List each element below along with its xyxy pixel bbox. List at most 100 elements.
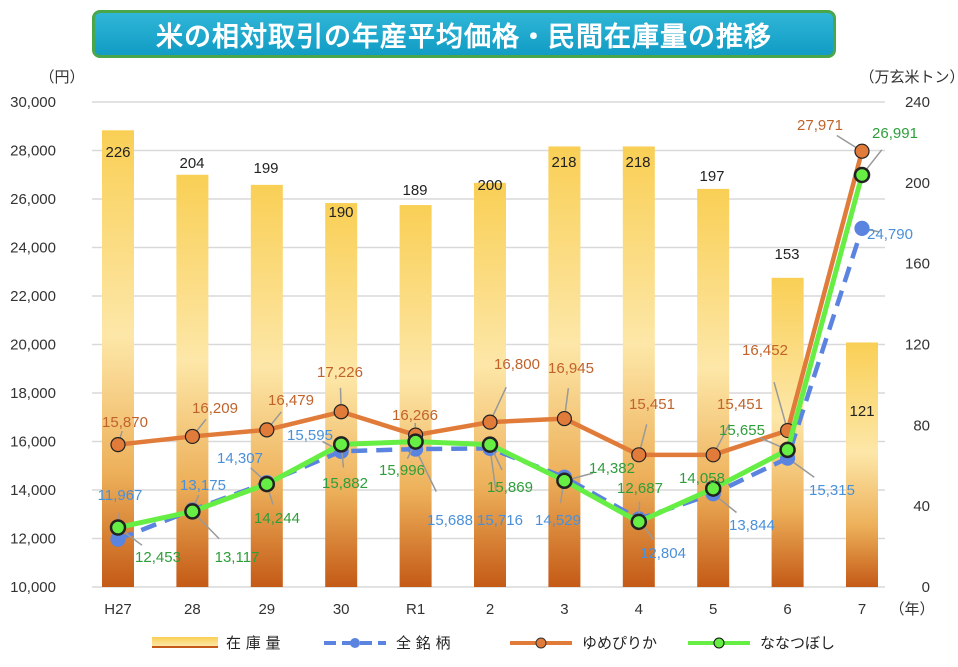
data-point	[779, 441, 796, 459]
y-right-tick: 40	[913, 498, 930, 515]
data-label: 12,804	[640, 545, 686, 562]
legend-item-nanatsuboshi: ななつぼし	[686, 632, 835, 653]
bar-label: 189	[402, 182, 427, 199]
data-point	[407, 433, 424, 450]
y-left-tick: 14,000	[10, 482, 56, 499]
data-label: 16,266	[392, 407, 438, 424]
y-left-tick: 22,000	[10, 288, 56, 305]
data-label: 16,452	[742, 342, 788, 359]
y-left-tick: 10,000	[10, 579, 56, 596]
data-point	[481, 436, 499, 453]
x-tick: 28	[184, 601, 201, 618]
bar-label: 204	[179, 155, 204, 172]
bar	[548, 146, 581, 588]
y-left-tick: 28,000	[10, 143, 56, 160]
y-left-tick: 24,000	[10, 240, 56, 257]
data-label: 15,882	[322, 475, 368, 492]
legend-label: 在 庫 量	[226, 634, 281, 652]
data-label: 13,844	[729, 517, 775, 534]
x-tick: 4	[635, 601, 643, 618]
data-label: 15,688	[427, 512, 473, 529]
bar-label: 190	[328, 204, 353, 221]
x-tick: 7	[858, 601, 866, 618]
legend-label: ななつぼし	[760, 634, 836, 652]
y-left-tick: 18,000	[10, 385, 56, 402]
y-right-tick: 200	[905, 175, 930, 192]
bar-label: 199	[253, 160, 278, 177]
x-tick: 30	[333, 601, 350, 618]
data-label: 15,996	[379, 462, 425, 479]
data-label: 16,945	[548, 360, 594, 377]
data-label: 13,175	[180, 477, 226, 494]
data-point	[110, 437, 126, 453]
bar	[399, 205, 432, 587]
bar	[697, 188, 730, 588]
data-label: 12,687	[617, 480, 663, 497]
bar-label: 218	[551, 154, 576, 171]
bar-label: 197	[699, 168, 724, 185]
legend-line-swatch	[324, 637, 386, 648]
bar	[846, 342, 878, 587]
data-point	[109, 519, 127, 536]
data-point	[631, 447, 647, 463]
data-point	[184, 503, 201, 520]
y-left-tick: 12,000	[10, 531, 56, 548]
legend-label: ゆめぴりか	[582, 634, 658, 652]
bar	[474, 182, 506, 588]
data-label: 17,226	[317, 364, 363, 381]
bar-label: 200	[477, 177, 502, 194]
legend-item-stock: 在 庫 量	[152, 632, 281, 653]
data-label: 14,382	[589, 460, 635, 477]
x-tick: 3	[560, 601, 568, 618]
data-label: 15,655	[719, 422, 765, 439]
data-point	[332, 436, 350, 453]
y-left-unit: （円）	[39, 69, 84, 86]
bar	[250, 184, 283, 587]
data-point	[482, 414, 498, 430]
x-unit: （年）	[889, 601, 934, 618]
bar-label: 153	[774, 246, 799, 263]
data-label: 14,529	[535, 512, 581, 529]
data-label: 15,595	[287, 427, 333, 444]
data-label: 15,716	[477, 512, 523, 529]
data-point	[705, 447, 721, 463]
legend-label: 全 銘 柄	[396, 634, 451, 652]
chart-title: 米の相対取引の年産平均価格・民間在庫量の推移	[92, 10, 836, 58]
data-label: 15,315	[809, 482, 855, 499]
data-label: 14,058	[679, 470, 725, 487]
y-left-tick: 26,000	[10, 191, 56, 208]
y-right-tick: 0	[922, 579, 930, 596]
data-label: 14,307	[217, 450, 263, 467]
leader-line	[773, 382, 789, 431]
data-point	[556, 472, 573, 489]
bar	[102, 130, 134, 587]
data-point	[853, 166, 871, 184]
data-label: 27,971	[797, 117, 843, 134]
legend-bar-swatch	[152, 637, 218, 648]
data-point	[854, 220, 870, 236]
data-point	[333, 404, 349, 420]
x-tick: 2	[486, 601, 494, 618]
data-point	[854, 143, 870, 159]
legend-item-yumepirika: ゆめぴりか	[508, 632, 657, 653]
data-point	[258, 475, 276, 493]
data-point	[704, 480, 722, 497]
bar-label: 218	[625, 154, 650, 171]
y-left-tick: 16,000	[10, 434, 56, 451]
data-label: 11,967	[98, 487, 143, 504]
data-label: 13,117	[215, 549, 260, 566]
data-point	[259, 422, 275, 438]
leader-line	[414, 448, 437, 492]
y-right-tick: 80	[913, 417, 930, 434]
x-tick: H27	[104, 601, 132, 618]
data-point	[630, 513, 648, 531]
data-label: 15,451	[717, 396, 763, 413]
data-label: 15,870	[102, 414, 148, 431]
bar	[176, 174, 209, 587]
legend-line-swatch	[510, 637, 572, 648]
y-left-tick: 30,000	[10, 94, 56, 111]
x-tick: 6	[783, 601, 791, 618]
data-label: 16,479	[268, 392, 314, 409]
y-right-tick: 120	[905, 337, 930, 354]
y-right-tick: 160	[905, 256, 930, 273]
